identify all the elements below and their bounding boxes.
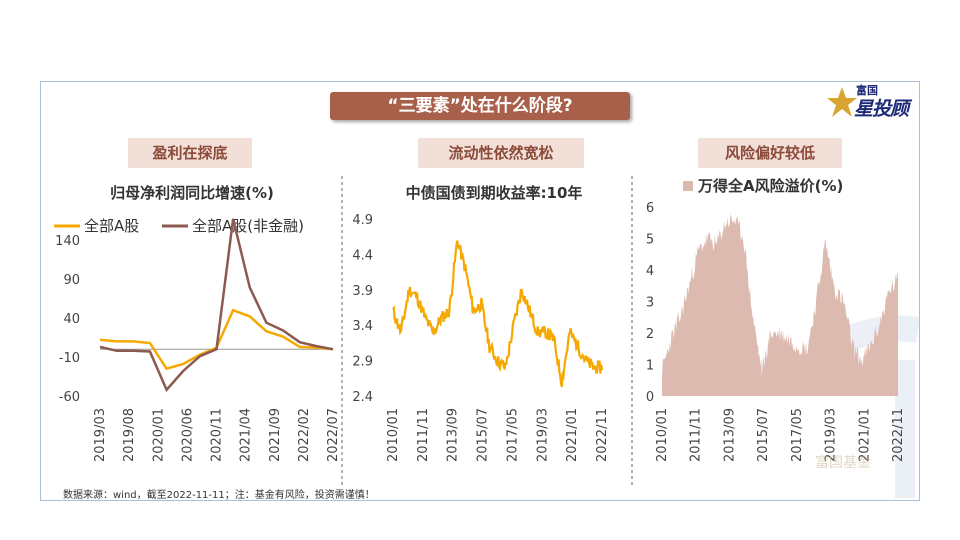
chart2-ytick-2: 3.4: [352, 319, 373, 334]
chart3-ytick-0: 0: [646, 390, 654, 405]
star-logo-icon: [827, 87, 857, 117]
series-line-bond-yield: [392, 240, 604, 388]
legend-label-all-a: 全部A股: [84, 217, 139, 235]
chart3-xtick-0: 2010/01: [655, 408, 670, 462]
chart1-xtick-5: 2021/04: [239, 408, 254, 462]
chart1-xtick-8: 2022/07: [326, 408, 341, 462]
chart3-ytick-2: 2: [646, 327, 654, 342]
chart2-xtick-2: 2013/09: [446, 408, 461, 462]
chart2-xtick-6: 2021/01: [565, 408, 580, 462]
logo-star-char: 星: [854, 98, 873, 120]
chart2-ytick-1: 2.9: [352, 355, 373, 370]
section-badge-profit: 盈利在探底: [128, 138, 252, 168]
chart1-xtick-6: 2021/09: [268, 408, 283, 462]
chart3-ytick-4: 4: [646, 264, 654, 279]
chart2-ytick-3: 3.9: [352, 284, 373, 299]
risk-premium-chart: 万得全A风险溢价(%) 0 1 2 3 4 5 6 2010/01 2011/11 2013/09…: [646, 177, 906, 462]
watermark-text: 富国基金: [815, 455, 871, 471]
chart3-ytick-5: 5: [646, 233, 654, 248]
legend-label-non-fin: 全部A股(非金融): [192, 217, 304, 235]
logo-main-text: 星投顾: [854, 94, 909, 121]
chart1-xtick-1: 2019/08: [122, 408, 137, 462]
series-area-risk-premium: [662, 214, 898, 396]
chart1-ytick-1: -10: [59, 351, 80, 366]
chart3-xtick-7: 2022/11: [891, 408, 906, 462]
chart3-xtick-6: 2021/01: [857, 408, 872, 462]
chart1-ytick-4: 140: [55, 234, 80, 249]
chart2-title: 中债国债到期收益率:10年: [406, 184, 583, 202]
chart1-xtick-4: 2020/11: [210, 408, 225, 462]
chart1-ytick-0: -60: [59, 390, 80, 405]
footnote: 数据来源：wind，截至2022-11-11；注：基金有风险，投资需谨慎！: [63, 490, 375, 501]
chart1-xtick-3: 2020/06: [180, 408, 195, 462]
chart1-xtick-2: 2020/01: [151, 408, 166, 462]
chart1-xtick-7: 2022/02: [297, 408, 312, 462]
chart3-xtick-3: 2015/07: [756, 408, 771, 462]
main-title: “三要素”处在什么阶段?: [330, 92, 630, 120]
series-line-non-fin: [99, 218, 334, 393]
chart2-xtick-5: 2019/03: [535, 408, 550, 462]
chart2-xtick-7: 2022/11: [595, 408, 610, 462]
logo: 富国 星投顾: [826, 80, 910, 124]
chart2-xtick-4: 2017/05: [505, 408, 520, 462]
chart2-xtick-1: 2011/11: [416, 408, 431, 462]
section-badge-liquidity: 流动性依然宽松: [418, 138, 584, 168]
logo-top-text: 富国: [856, 84, 878, 97]
profit-growth-chart: 归母净利润同比增速(%) 全部A股 全部A股(非金融) -60 -10 40 90 14…: [54, 184, 341, 462]
bond-yield-chart: 中债国债到期收益率:10年 2.4 2.9 3.4 3.9 4.4 4.9 2010/01 2…: [352, 184, 610, 462]
chart2-ytick-5: 4.9: [352, 213, 373, 228]
legend-swatch-premium: [683, 181, 693, 191]
chart2-ytick-4: 4.4: [352, 248, 373, 263]
chart3-xtick-1: 2011/11: [689, 408, 704, 462]
chart1-xtick-0: 2019/03: [93, 408, 108, 462]
chart2-xtick-3: 2015/07: [476, 408, 491, 462]
chart3-ytick-1: 1: [646, 359, 654, 374]
chart2-xtick-0: 2010/01: [386, 408, 401, 462]
chart3-title: 万得全A风险溢价(%): [697, 177, 843, 195]
logo-main-word: 投顾: [872, 98, 909, 120]
chart3-ytick-3: 3: [646, 296, 654, 311]
chart1-title: 归母净利润同比增速(%): [110, 184, 274, 202]
chart3-xtick-5: 2019/03: [824, 408, 839, 462]
chart1-ytick-2: 40: [63, 312, 80, 327]
chart1-ytick-3: 90: [63, 273, 80, 288]
chart3-ytick-6: 6: [646, 201, 654, 216]
chart3-xtick-2: 2013/09: [722, 408, 737, 462]
section-badge-risk: 风险偏好较低: [698, 138, 842, 168]
chart2-ytick-0: 2.4: [352, 390, 373, 405]
chart3-xtick-4: 2017/05: [790, 408, 805, 462]
